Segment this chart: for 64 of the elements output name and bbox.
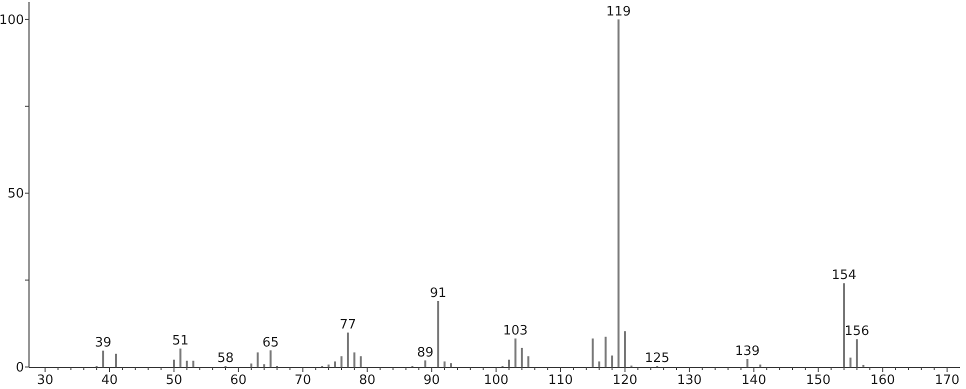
annotation: 103	[503, 323, 528, 338]
bar	[424, 360, 426, 367]
annotation: 58	[217, 350, 234, 366]
annotation: 156	[844, 324, 870, 340]
bar	[598, 361, 600, 367]
annotation: 91	[430, 286, 446, 301]
bar	[520, 348, 523, 367]
x-tick-label: 60	[230, 373, 247, 388]
x-tick-label: 170	[934, 373, 960, 388]
x-tick-label: 30	[36, 373, 54, 388]
bar	[179, 348, 182, 367]
bar	[618, 19, 620, 367]
annotation: 89	[416, 345, 434, 360]
bar	[624, 331, 626, 367]
annotation: 65	[262, 335, 279, 350]
bar	[450, 363, 452, 367]
bar	[360, 356, 362, 367]
annotation: 154	[832, 268, 856, 284]
x-tick-label: 50	[166, 373, 182, 388]
bar	[437, 300, 440, 367]
bar	[172, 360, 175, 367]
annotation: 139	[734, 344, 760, 360]
x-tick-label: 40	[101, 373, 118, 388]
bar	[746, 359, 748, 367]
bar	[508, 360, 510, 367]
y-tick-label: 0	[16, 360, 24, 376]
annotation: 51	[172, 334, 189, 349]
bar	[527, 356, 530, 367]
bar	[843, 283, 846, 367]
annotation: 39	[94, 336, 112, 351]
x-tick-label: 70	[294, 373, 312, 388]
x-tick-label: 140	[741, 373, 766, 388]
bar	[592, 338, 594, 367]
bar	[250, 364, 252, 367]
bar	[192, 360, 194, 367]
bar	[611, 356, 614, 367]
bar	[346, 332, 349, 367]
x-tick-label: 160	[870, 373, 896, 388]
annotation: 119	[606, 4, 631, 20]
y-tick-label: 50	[7, 186, 24, 202]
x-tick-label: 80	[358, 373, 376, 388]
bar	[514, 338, 516, 367]
x-tick-label: 110	[548, 373, 573, 388]
bar	[849, 358, 852, 367]
bar	[270, 350, 272, 367]
x-tick-label: 130	[676, 373, 702, 388]
x-tick-label: 100	[484, 373, 509, 388]
bar	[114, 354, 117, 367]
y-tick-label: 100	[0, 12, 24, 28]
bar	[353, 352, 356, 367]
bar	[604, 336, 607, 367]
x-tick-label: 150	[806, 373, 831, 388]
x-tick-label: 120	[612, 373, 638, 388]
bar	[102, 350, 104, 367]
bar	[334, 361, 336, 367]
annotation: 125	[644, 350, 670, 366]
x-tick-label: 90	[423, 373, 440, 388]
bar	[256, 352, 259, 367]
bar	[340, 356, 342, 367]
bar	[444, 361, 446, 367]
bar	[263, 364, 266, 367]
bar	[186, 360, 188, 367]
annotation: 77	[340, 318, 356, 333]
bar	[856, 339, 858, 367]
